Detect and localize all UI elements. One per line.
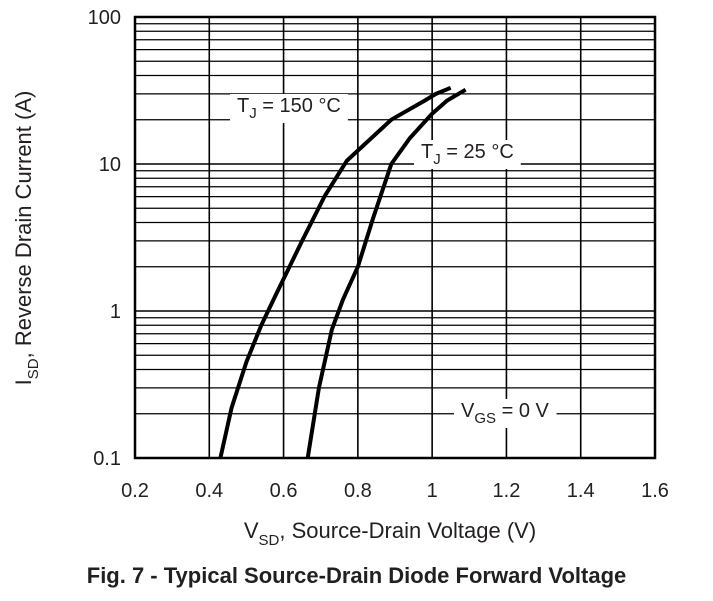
series-label-25c: TJ = 25 °C bbox=[421, 141, 514, 168]
curves bbox=[218, 85, 467, 459]
vgs-annotation-main: V bbox=[461, 400, 475, 422]
y-tick-label: 0.1 bbox=[93, 448, 121, 470]
x-tick-label: 0.8 bbox=[344, 480, 372, 502]
vgs-annotation-sub: GS bbox=[474, 410, 496, 427]
series-label-150c-rest: = 150 °C bbox=[257, 95, 341, 117]
series-label-25c-sub: J bbox=[433, 151, 441, 168]
vgs-annotation-bg bbox=[454, 399, 557, 428]
x-axis-title-rest: , Source-Drain Voltage (V) bbox=[279, 518, 536, 543]
x-axis-title: VSD, Source-Drain Voltage (V) bbox=[244, 518, 536, 549]
x-tick-labels: 0.2 0.4 0.6 0.8 1 1.2 1.4 1.6 bbox=[121, 480, 669, 502]
series-label-25c-bg bbox=[414, 140, 521, 169]
label-boxes bbox=[230, 94, 557, 428]
y-tick-labels: 0.1 1 10 100 bbox=[88, 7, 121, 470]
curve-25c bbox=[305, 87, 467, 459]
series-label-150c: TJ = 150 °C bbox=[237, 95, 341, 122]
vgs-annotation: VGS = 0 V bbox=[461, 400, 550, 427]
plot-frame bbox=[133, 15, 657, 460]
x-tick-label: 1.6 bbox=[641, 480, 669, 502]
series-label-25c-main: T bbox=[421, 141, 433, 163]
y-axis-title-main: I bbox=[11, 379, 36, 385]
y-axis-title-rest: , Reverse Drain Current (A) bbox=[11, 91, 36, 359]
x-tick-label: 0.6 bbox=[270, 480, 298, 502]
y-tick-label: 1 bbox=[110, 301, 121, 323]
y-axis-title: ISD, Reverse Drain Current (A) bbox=[11, 91, 42, 386]
x-axis-title-sub: SD bbox=[259, 532, 280, 549]
y-tick-label: 100 bbox=[88, 7, 121, 29]
x-tick-label: 0.4 bbox=[195, 480, 223, 502]
y-tick-label: 10 bbox=[99, 154, 121, 176]
vgs-annotation-rest: = 0 V bbox=[496, 400, 549, 422]
figure-caption: Fig. 7 - Typical Source-Drain Diode Forw… bbox=[86, 563, 627, 588]
x-tick-label: 1.4 bbox=[567, 480, 595, 502]
x-tick-label: 0.2 bbox=[121, 480, 149, 502]
series-label-150c-sub: J bbox=[249, 105, 257, 122]
series-label-25c-rest: = 25 °C bbox=[441, 141, 514, 163]
curve-150c bbox=[218, 85, 452, 459]
x-tick-label: 1.2 bbox=[493, 480, 521, 502]
y-axis-title-sub: SD bbox=[25, 358, 42, 379]
series-label-150c-main: T bbox=[237, 95, 249, 117]
series-label-150c-bg bbox=[230, 94, 348, 123]
x-tick-label: 1 bbox=[427, 480, 438, 502]
x-axis-title-main: V bbox=[244, 518, 259, 543]
